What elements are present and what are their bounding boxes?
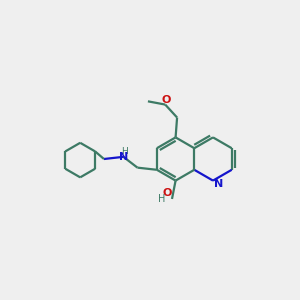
Text: N: N	[214, 178, 223, 189]
Text: N: N	[119, 152, 128, 162]
Text: H: H	[121, 147, 128, 156]
Text: O: O	[163, 188, 172, 198]
Text: H: H	[158, 194, 165, 204]
Text: O: O	[162, 95, 171, 105]
